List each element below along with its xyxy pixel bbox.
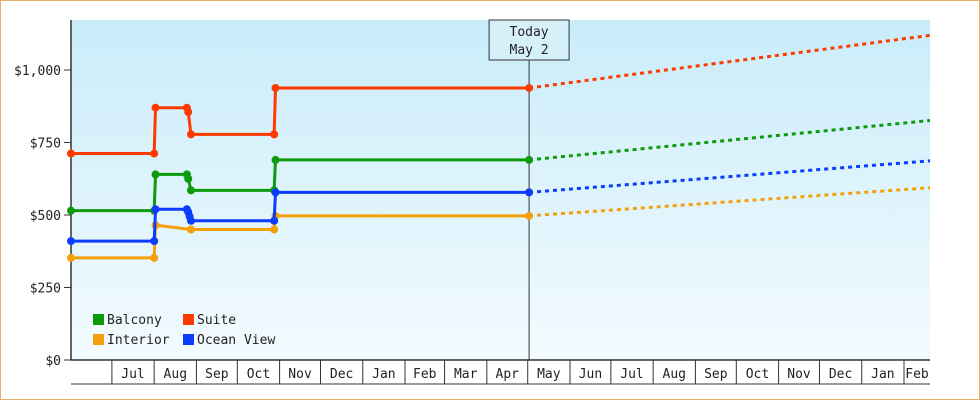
y-tick-label: $500 bbox=[30, 209, 61, 224]
series-ocean-view bbox=[67, 159, 931, 246]
today-label: Today bbox=[510, 25, 549, 40]
data-point bbox=[271, 83, 280, 92]
x-tick-label: Jul bbox=[121, 367, 144, 382]
x-tick-label: Mar bbox=[454, 367, 478, 382]
data-point bbox=[67, 149, 75, 158]
x-tick-label: Sep bbox=[205, 367, 229, 382]
legend: Balcony Suite Interior Ocean View bbox=[93, 313, 275, 348]
data-point bbox=[151, 170, 160, 179]
x-tick-label: Sep bbox=[704, 367, 728, 382]
series-suite bbox=[67, 33, 931, 158]
x-tick-label: Feb bbox=[905, 367, 929, 382]
legend-label: Balcony bbox=[107, 313, 162, 328]
data-point bbox=[270, 225, 279, 234]
data-point bbox=[67, 206, 75, 215]
legend-swatch bbox=[93, 314, 104, 325]
data-point bbox=[270, 216, 279, 225]
x-tick-label: Apr bbox=[496, 367, 520, 382]
data-point bbox=[186, 186, 195, 195]
x-tick-label: Aug bbox=[663, 367, 686, 382]
data-point bbox=[150, 253, 159, 262]
y-tick-label: $250 bbox=[30, 282, 61, 297]
series-forecast-balcony bbox=[528, 119, 931, 162]
data-point bbox=[525, 83, 534, 92]
series-forecast-suite bbox=[528, 33, 931, 90]
legend-swatch bbox=[93, 334, 104, 345]
legend-label: Ocean View bbox=[197, 333, 275, 348]
data-point bbox=[67, 253, 75, 262]
x-tick-label: Jan bbox=[871, 367, 894, 382]
data-point bbox=[525, 155, 534, 164]
x-tick-label: Jun bbox=[579, 367, 602, 382]
legend-label: Suite bbox=[197, 313, 236, 328]
y-tick-label: $750 bbox=[30, 137, 61, 152]
legend-label: Interior bbox=[107, 333, 170, 348]
x-tick-label: Dec bbox=[829, 367, 852, 382]
data-point bbox=[525, 188, 534, 197]
data-point bbox=[150, 237, 159, 246]
x-tick-label: Feb bbox=[413, 367, 437, 382]
x-axis: Jul Aug Sep Oct Nov Dec Jan Feb Mar Apr May Jun Jul A… bbox=[71, 359, 930, 385]
data-point bbox=[151, 103, 160, 112]
x-tick-label: Aug bbox=[164, 367, 187, 382]
y-tick-label: $1,000 bbox=[14, 64, 61, 79]
data-point bbox=[184, 108, 193, 117]
legend-swatch bbox=[183, 314, 194, 325]
x-tick-label: Nov bbox=[288, 367, 312, 382]
data-point bbox=[186, 225, 195, 234]
data-point bbox=[525, 211, 534, 220]
series-forecast-ocean-view bbox=[528, 159, 931, 194]
x-tick-label: Oct bbox=[247, 367, 270, 382]
data-point bbox=[186, 216, 195, 225]
series-forecast-interior bbox=[528, 186, 931, 218]
x-tick-label: Oct bbox=[746, 367, 769, 382]
series-group bbox=[67, 33, 931, 262]
data-point bbox=[271, 188, 280, 197]
today-box bbox=[488, 19, 570, 61]
data-point bbox=[150, 149, 159, 158]
x-tick-label: Jan bbox=[372, 367, 395, 382]
x-tick-label: Dec bbox=[330, 367, 353, 382]
data-point bbox=[151, 205, 160, 214]
today-date: May 2 bbox=[510, 43, 549, 58]
data-point bbox=[67, 237, 75, 246]
data-point bbox=[186, 130, 195, 139]
x-tick-label: Nov bbox=[787, 367, 811, 382]
data-point bbox=[270, 130, 279, 139]
data-point bbox=[271, 155, 280, 164]
legend-swatch bbox=[183, 334, 194, 345]
x-tick-label: May bbox=[537, 367, 561, 382]
x-tick-label: Jul bbox=[620, 367, 643, 382]
y-axis: $0 $250 $500 $750 $1,000 bbox=[14, 20, 72, 369]
data-point bbox=[184, 174, 193, 183]
y-tick-label: $0 bbox=[45, 354, 61, 369]
today-marker: Today May 2 bbox=[488, 19, 570, 360]
